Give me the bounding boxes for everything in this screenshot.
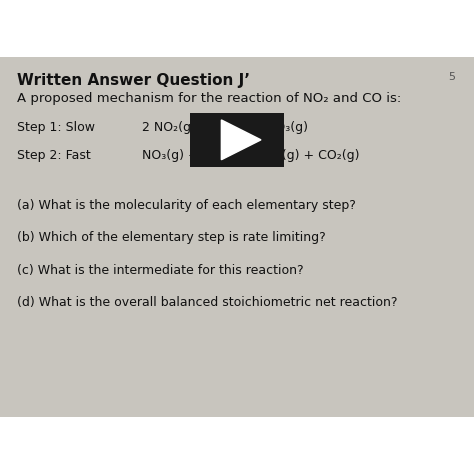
Text: Step 2: Fast: Step 2: Fast <box>17 149 91 162</box>
Text: 2 NO₂(g)→ NO(g) + NO₃(g): 2 NO₂(g)→ NO(g) + NO₃(g) <box>142 121 308 134</box>
Text: (c) What is the intermediate for this reaction?: (c) What is the intermediate for this re… <box>17 264 303 276</box>
Text: (b) Which of the elementary step is rate limiting?: (b) Which of the elementary step is rate… <box>17 231 325 244</box>
Polygon shape <box>221 120 261 160</box>
Text: A proposed mechanism for the reaction of NO₂ and CO is:: A proposed mechanism for the reaction of… <box>17 92 401 105</box>
FancyBboxPatch shape <box>190 113 284 167</box>
Text: (a) What is the molecularity of each elementary step?: (a) What is the molecularity of each ele… <box>17 199 355 212</box>
Text: (d) What is the overall balanced stoichiometric net reaction?: (d) What is the overall balanced stoichi… <box>17 296 397 309</box>
Text: NO₃(g) + CO(g) → NO₂(g) + CO₂(g): NO₃(g) + CO(g) → NO₂(g) + CO₂(g) <box>142 149 360 162</box>
FancyBboxPatch shape <box>0 57 474 417</box>
Text: Written Answer Question Jʼ: Written Answer Question Jʼ <box>17 73 250 89</box>
Text: 5: 5 <box>448 72 455 82</box>
Text: Step 1: Slow: Step 1: Slow <box>17 121 95 134</box>
